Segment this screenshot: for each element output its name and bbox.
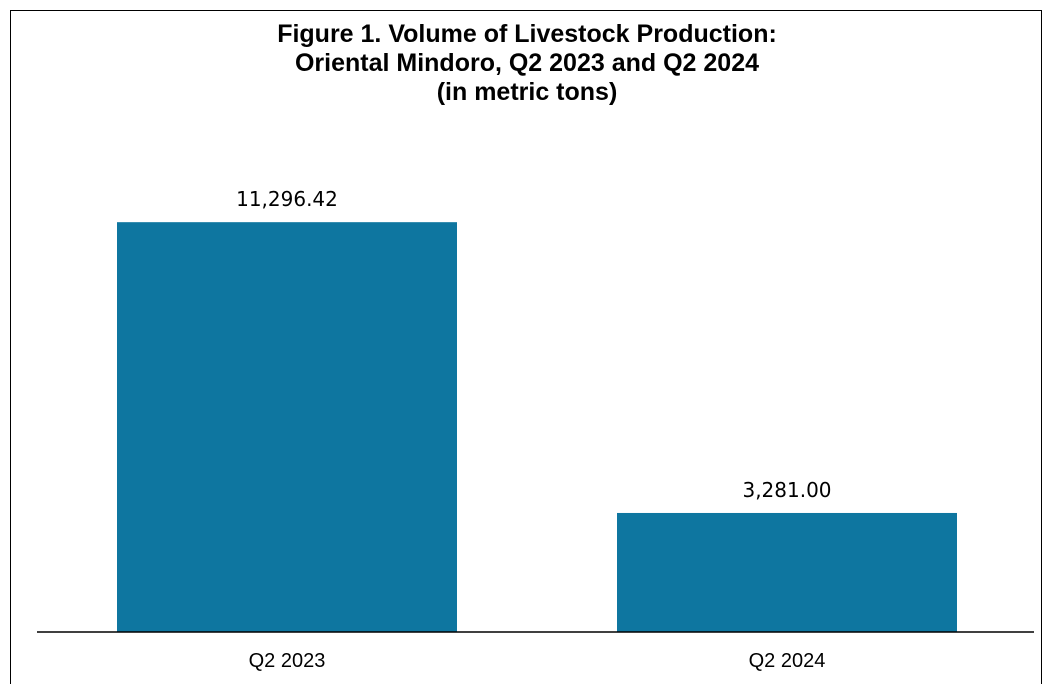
labels-layer: 11,296.42 Q2 2023 3,281.00 Q2 2024 (236, 187, 831, 672)
chart-title: Figure 1. Volume of Livestock Production… (0, 20, 1054, 107)
data-label-0: 11,296.42 (236, 187, 338, 211)
bar-0 (117, 222, 457, 632)
x-tick-label-1: Q2 2024 (749, 650, 826, 672)
bars-layer (117, 222, 957, 632)
data-label-1: 3,281.00 (742, 478, 831, 502)
chart-title-line-2: Oriental Mindoro, Q2 2023 and Q2 2024 (294, 49, 760, 77)
chart-title-line-3: (in metric tons) (436, 78, 618, 106)
bar-1 (617, 512, 957, 632)
x-tick-label-0: Q2 2023 (249, 650, 326, 672)
chart-title-line-1: Figure 1. Volume of Livestock Production… (277, 20, 777, 48)
